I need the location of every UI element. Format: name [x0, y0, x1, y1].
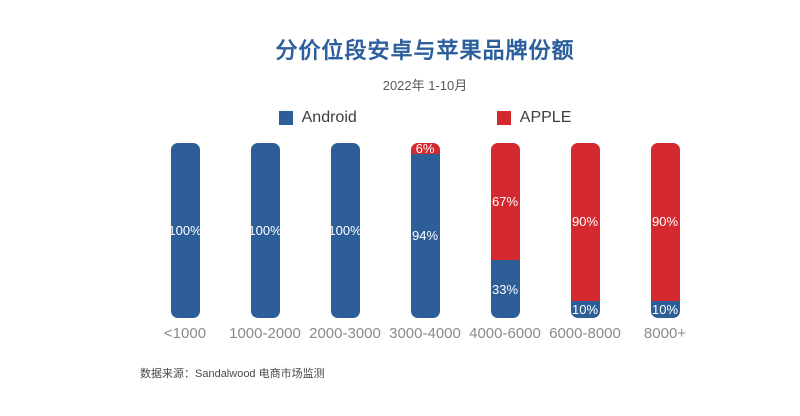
- apple-segment: 67%: [490, 143, 520, 261]
- x-axis-label: 2000-3000: [309, 325, 381, 342]
- x-axis-label: 6000-8000: [549, 325, 621, 342]
- bar-column: 6% 94%: [385, 143, 465, 318]
- data-source-note: 数据来源：Sandalwood 电商市场监测: [140, 368, 325, 380]
- android-segment: 100%: [170, 143, 200, 318]
- bar-column: 100%: [145, 143, 225, 318]
- legend-label: APPLE: [519, 109, 572, 126]
- android-segment: 33%: [490, 260, 520, 318]
- value-label: 100%: [170, 223, 200, 238]
- android-segment: 100%: [250, 143, 280, 318]
- android-segment: 100%: [330, 143, 360, 318]
- value-label: 90%: [571, 214, 599, 230]
- bar-column: 90% 10%: [625, 143, 705, 318]
- x-axis-label: 3000-4000: [389, 325, 461, 342]
- legend: Android APPLE: [50, 109, 800, 127]
- x-axis-label: 1000-2000: [229, 325, 301, 342]
- value-label: 10%: [571, 301, 599, 317]
- value-label: 94%: [411, 228, 439, 244]
- stacked-bar: 6% 94%: [410, 143, 440, 318]
- x-axis-label: 4000-6000: [469, 325, 541, 342]
- stacked-bar: 90% 10%: [570, 143, 600, 318]
- value-label: 6%: [415, 143, 435, 156]
- apple-segment: 90%: [570, 143, 600, 301]
- stacked-bar: 100%: [330, 143, 360, 318]
- bar-chart: 100% 100% 100% 6% 94% 67% 33% 90% 10% 90% 10%: [145, 143, 705, 318]
- value-label: 90%: [651, 214, 679, 230]
- stacked-bar: 67% 33%: [490, 143, 520, 318]
- legend-item-apple: APPLE: [496, 109, 572, 127]
- legend-label: Android: [301, 109, 357, 126]
- android-segment: 10%: [570, 300, 600, 318]
- legend-item-android: Android: [278, 109, 357, 127]
- x-axis: <1000 1000-2000 2000-3000 3000-4000 4000-600…: [145, 325, 705, 342]
- value-label: 10%: [651, 301, 679, 317]
- stacked-bar: 90% 10%: [650, 143, 680, 318]
- value-label: 100%: [250, 223, 280, 238]
- apple-segment: 90%: [650, 143, 680, 301]
- stacked-bar: 100%: [170, 143, 200, 318]
- android-segment: 94%: [410, 153, 440, 318]
- stacked-bar: 100%: [250, 143, 280, 318]
- bar-column: 100%: [225, 143, 305, 318]
- value-label: 67%: [491, 194, 519, 210]
- android-segment: 10%: [650, 300, 680, 318]
- bar-column: 67% 33%: [465, 143, 545, 318]
- bar-column: 100%: [305, 143, 385, 318]
- value-label: 100%: [330, 223, 360, 238]
- bar-column: 90% 10%: [545, 143, 625, 318]
- x-axis-label: 8000+: [643, 325, 687, 342]
- apple-segment: 6%: [410, 143, 440, 156]
- x-axis-label: <1000: [163, 325, 207, 342]
- chart-title: 分价位段安卓与苹果品牌份额: [275, 38, 575, 63]
- chart-subtitle: 2022年 1-10月: [382, 78, 468, 93]
- apple-swatch: [496, 111, 511, 125]
- value-label: 33%: [491, 281, 519, 297]
- android-swatch: [278, 111, 293, 125]
